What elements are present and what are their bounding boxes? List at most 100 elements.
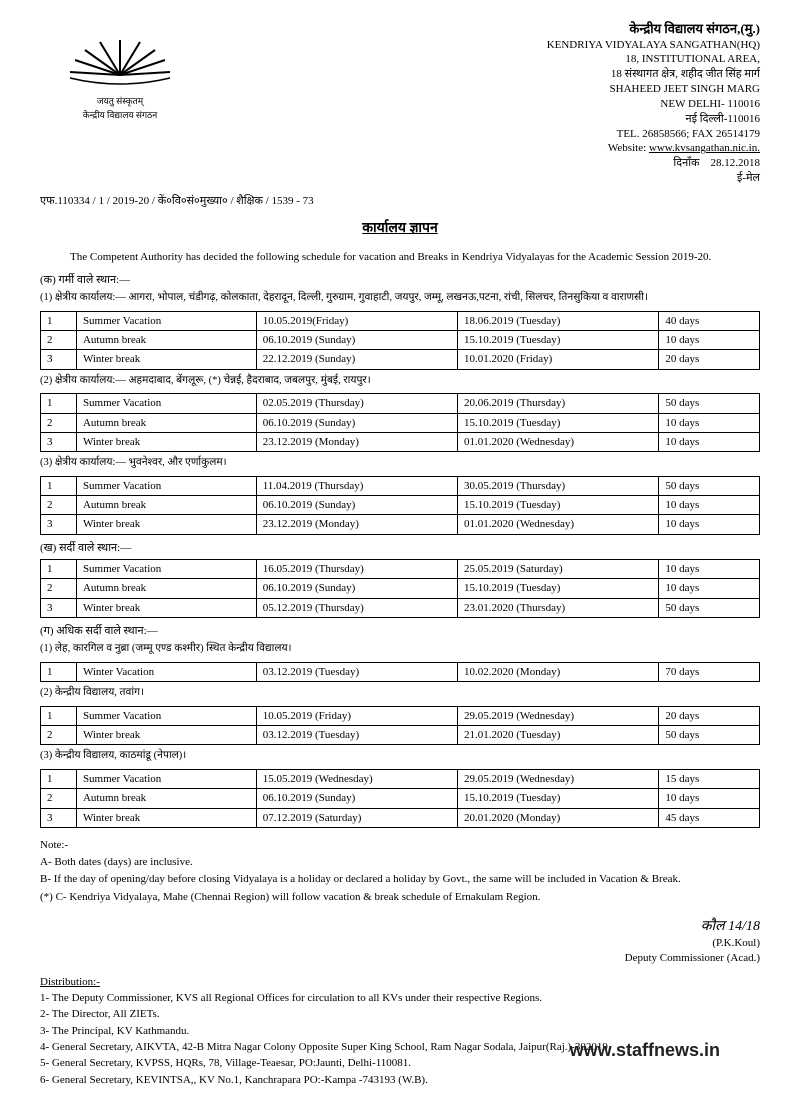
table-cell: 30.05.2019 (Thursday)	[458, 476, 659, 495]
table-cell: 10 days	[659, 331, 760, 350]
table-cell: Winter break	[76, 598, 256, 617]
table-cell: 50 days	[659, 476, 760, 495]
distribution-item: 3- The Principal, KV Kathmandu.	[40, 1024, 760, 1038]
reference-row: एफ.110334 / 1 / 2019-20 / कें०वि०सं०मुख्…	[40, 194, 760, 208]
table-row: 1Winter Vacation03.12.2019 (Tuesday)10.0…	[41, 662, 760, 681]
website-label: Website:	[608, 142, 646, 154]
org-title-hi: केन्द्रीय विद्यालय संगठन,(मु.)	[547, 20, 760, 38]
signature-name: (P.K.Koul)	[40, 936, 760, 950]
table-cell: Winter break	[76, 432, 256, 451]
section-k-heading: (क) गर्मी वाले स्थान:—	[40, 273, 760, 287]
table-cell: 01.01.2020 (Wednesday)	[458, 515, 659, 534]
region-note: (3) क्षेत्रीय कार्यालय:— भुवनेश्वर, और ए…	[40, 456, 760, 470]
table-row: 2Autumn break06.10.2019 (Sunday)15.10.20…	[41, 579, 760, 598]
table-cell: 10 days	[659, 579, 760, 598]
table-cell: 10.01.2020 (Friday)	[458, 350, 659, 369]
table-cell: 10 days	[659, 559, 760, 578]
table-cell: 15.10.2019 (Tuesday)	[458, 579, 659, 598]
table-cell: Autumn break	[76, 413, 256, 432]
kvs-logo-icon	[60, 20, 180, 90]
org-address-block: केन्द्रीय विद्यालय संगठन,(मु.) KENDRIYA …	[547, 20, 760, 186]
table-cell: 06.10.2019 (Sunday)	[256, 413, 457, 432]
table-row: 2Autumn break06.10.2019 (Sunday)15.10.20…	[41, 789, 760, 808]
table-cell: 07.12.2019 (Saturday)	[256, 808, 457, 827]
table-row: 3Winter break22.12.2019 (Sunday)10.01.20…	[41, 350, 760, 369]
table-cell: 3	[41, 808, 77, 827]
table-cell: Autumn break	[76, 496, 256, 515]
table-row: 3Winter break07.12.2019 (Saturday)20.01.…	[41, 808, 760, 827]
notes-title: Note:-	[40, 838, 760, 852]
table-cell: Autumn break	[76, 331, 256, 350]
vacation-table-3: 1Summer Vacation11.04.2019 (Thursday)30.…	[40, 476, 760, 535]
signature-block: कौल 14/18 (P.K.Koul) Deputy Commissioner…	[40, 918, 760, 965]
signature-designation: Deputy Commissioner (Acad.)	[40, 951, 760, 965]
table-cell: 23.12.2019 (Monday)	[256, 515, 457, 534]
table-cell: 2	[41, 726, 77, 745]
logo-caption-motto: जयतु संस्कृतम्	[40, 96, 200, 108]
table-cell: Winter Vacation	[76, 662, 256, 681]
logo-caption-org: केन्द्रीय विद्यालय संगठन	[40, 110, 200, 122]
table-cell: 23.01.2020 (Thursday)	[458, 598, 659, 617]
table-cell: 10.02.2020 (Monday)	[458, 662, 659, 681]
note-c: (*) C- Kendriya Vidyalaya, Mahe (Chennai…	[40, 890, 760, 904]
table-row: 1Summer Vacation11.04.2019 (Thursday)30.…	[41, 476, 760, 495]
vacation-table-g1: 1Winter Vacation03.12.2019 (Tuesday)10.0…	[40, 662, 760, 682]
table-row: 2Autumn break06.10.2019 (Sunday)15.10.20…	[41, 413, 760, 432]
table-cell: 15.10.2019 (Tuesday)	[458, 413, 659, 432]
table-cell: 11.04.2019 (Thursday)	[256, 476, 457, 495]
table-cell: 18.06.2019 (Tuesday)	[458, 311, 659, 330]
table-cell: 10 days	[659, 432, 760, 451]
note-a: A- Both dates (days) are inclusive.	[40, 855, 760, 869]
table-cell: 1	[41, 311, 77, 330]
table-cell: 2	[41, 579, 77, 598]
table-cell: Summer Vacation	[76, 394, 256, 413]
website-url: www.kvsangathan.nic.in.	[649, 142, 760, 154]
table-cell: 40 days	[659, 311, 760, 330]
table-cell: 06.10.2019 (Sunday)	[256, 496, 457, 515]
table-cell: Autumn break	[76, 789, 256, 808]
table-row: 3Winter break23.12.2019 (Monday)01.01.20…	[41, 432, 760, 451]
table-cell: 50 days	[659, 394, 760, 413]
org-title-en: KENDRIYA VIDYALAYA SANGATHAN(HQ)	[547, 38, 760, 53]
region-note: (1) लेह, कारगिल व नुब्रा (जम्मू एण्ड कश्…	[40, 642, 760, 656]
table-cell: 22.12.2019 (Sunday)	[256, 350, 457, 369]
table-cell: Summer Vacation	[76, 476, 256, 495]
table-cell: Autumn break	[76, 579, 256, 598]
signature-handwritten: कौल 14/18	[40, 918, 760, 936]
table-cell: 1	[41, 476, 77, 495]
distribution-block: Distribution:- 1- The Deputy Commissione…	[40, 975, 760, 1087]
table-cell: 2	[41, 413, 77, 432]
distribution-item: 2- The Director, All ZIETs.	[40, 1007, 760, 1021]
table-cell: Winter break	[76, 726, 256, 745]
table-cell: 10 days	[659, 515, 760, 534]
addr-line: 18 संस्थागत क्षेत्र, शहीद जीत सिंह मार्ग	[547, 67, 760, 82]
table-cell: 1	[41, 769, 77, 788]
table-cell: 06.10.2019 (Sunday)	[256, 579, 457, 598]
table-cell: Winter break	[76, 515, 256, 534]
table-row: 3Winter break23.12.2019 (Monday)01.01.20…	[41, 515, 760, 534]
table-cell: 1	[41, 394, 77, 413]
vacation-table-1: 1Summer Vacation10.05.2019(Friday)18.06.…	[40, 311, 760, 370]
region-note: (2) केन्द्रीय विद्यालय, तवांग।	[40, 686, 760, 700]
tel-line: TEL. 26858566; FAX 26514179	[547, 127, 760, 142]
table-cell: Summer Vacation	[76, 559, 256, 578]
table-cell: 03.12.2019 (Tuesday)	[256, 726, 457, 745]
distribution-title: Distribution:-	[40, 975, 760, 989]
watermark-text: www.staffnews.in	[570, 1039, 720, 1062]
memo-title: कार्यालय ज्ञापन	[40, 220, 760, 238]
table-cell: 10 days	[659, 789, 760, 808]
table-cell: 25.05.2019 (Saturday)	[458, 559, 659, 578]
table-cell: 1	[41, 662, 77, 681]
region-note: (3) केन्द्रीय विद्यालय, काठमांडू (नेपाल)…	[40, 749, 760, 763]
table-cell: 45 days	[659, 808, 760, 827]
table-cell: 70 days	[659, 662, 760, 681]
table-cell: 20 days	[659, 350, 760, 369]
table-cell: 10.05.2019(Friday)	[256, 311, 457, 330]
table-cell: Summer Vacation	[76, 706, 256, 725]
table-cell: 29.05.2019 (Wednesday)	[458, 706, 659, 725]
addr-line: SHAHEED JEET SINGH MARG	[547, 82, 760, 97]
table-cell: 20 days	[659, 706, 760, 725]
reference-number: एफ.110334 / 1 / 2019-20 / कें०वि०सं०मुख्…	[40, 194, 314, 208]
table-cell: 3	[41, 515, 77, 534]
table-row: 3Winter break05.12.2019 (Thursday)23.01.…	[41, 598, 760, 617]
